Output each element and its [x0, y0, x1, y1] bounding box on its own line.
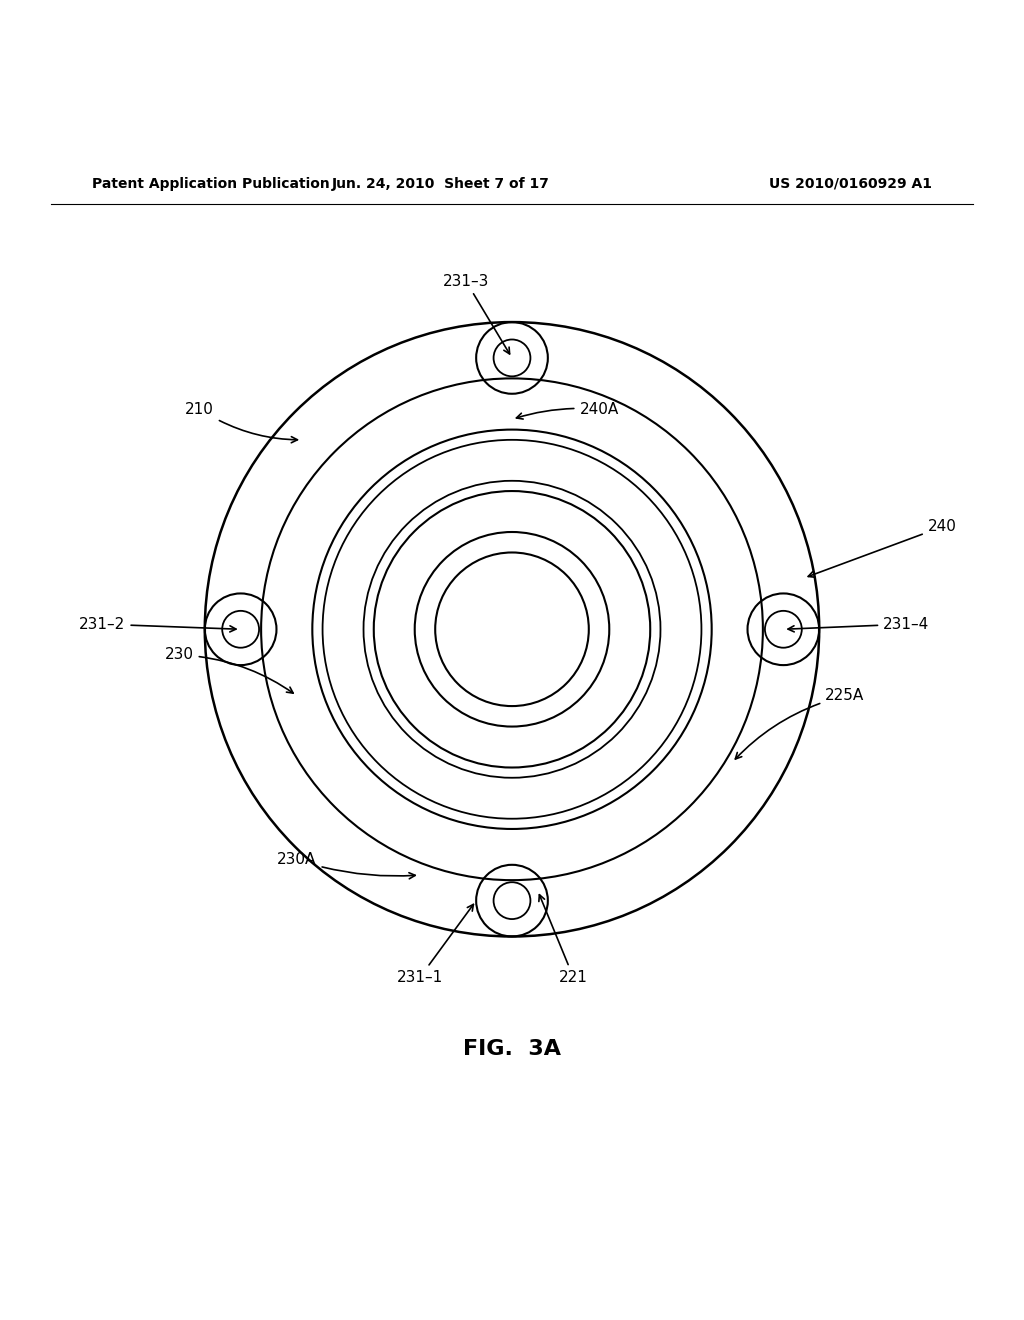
Text: 231–3: 231–3 [442, 273, 510, 354]
Text: 230A: 230A [278, 853, 415, 879]
Text: 240A: 240A [516, 401, 618, 418]
Text: 225A: 225A [735, 688, 864, 759]
Text: 240: 240 [808, 519, 956, 577]
Text: 221: 221 [539, 895, 588, 985]
Text: 231–4: 231–4 [788, 616, 930, 632]
Text: FIG.  3A: FIG. 3A [463, 1039, 561, 1059]
Text: 210: 210 [185, 401, 297, 442]
Text: Jun. 24, 2010  Sheet 7 of 17: Jun. 24, 2010 Sheet 7 of 17 [332, 177, 549, 191]
Text: 231–2: 231–2 [79, 616, 236, 632]
Text: Patent Application Publication: Patent Application Publication [92, 177, 330, 191]
Text: US 2010/0160929 A1: US 2010/0160929 A1 [769, 177, 932, 191]
Text: 231–1: 231–1 [396, 904, 473, 985]
Text: 230: 230 [165, 647, 293, 693]
